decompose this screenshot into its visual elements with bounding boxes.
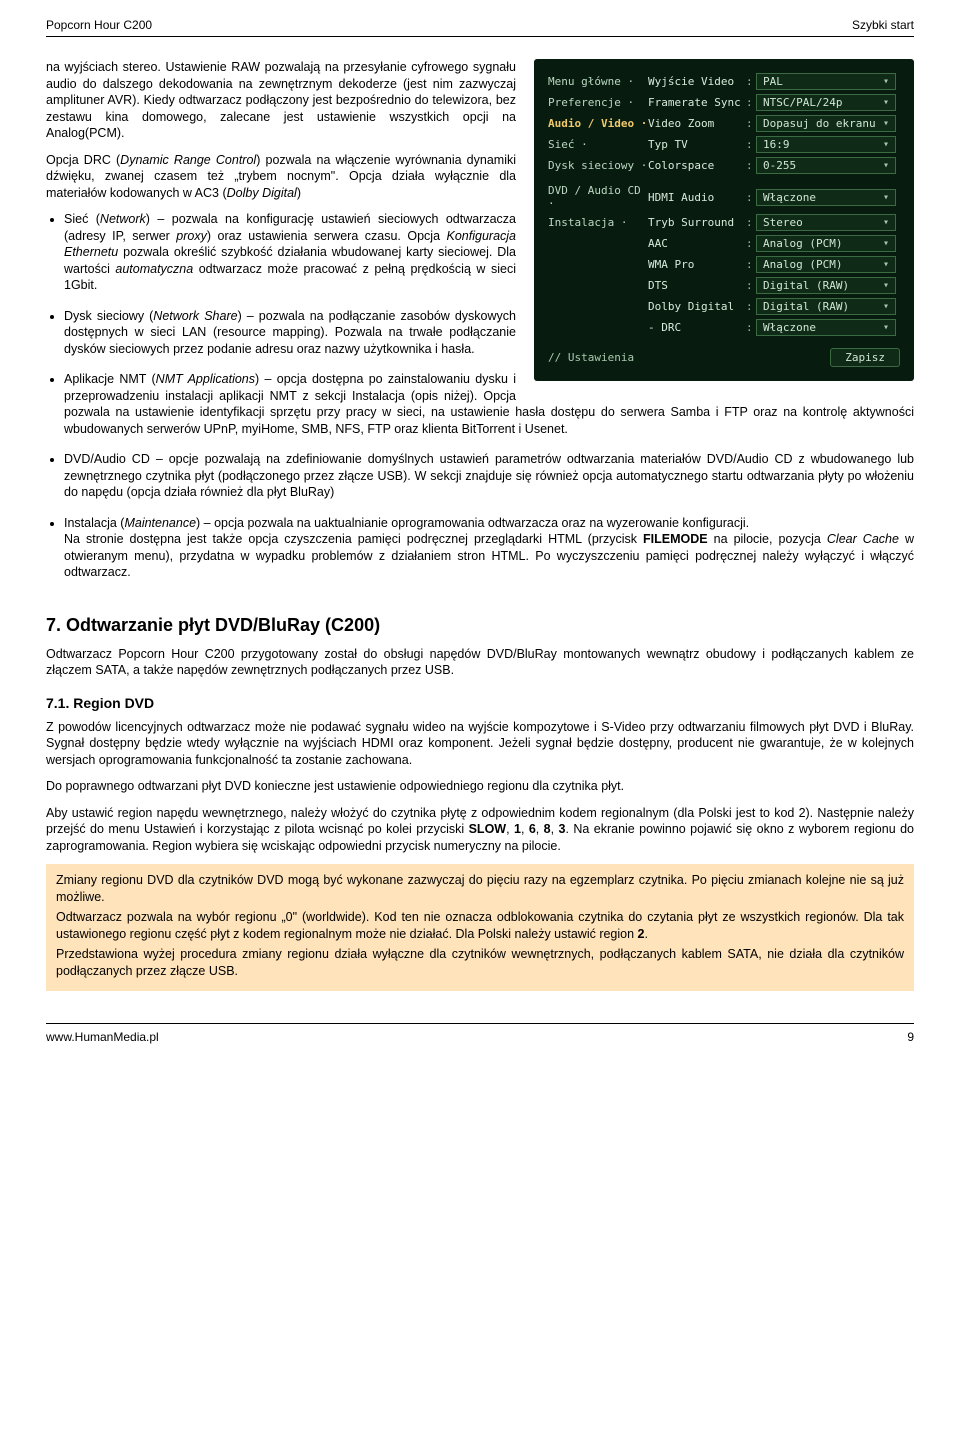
section-7-title: 7. Odtwarzanie płyt DVD/BluRay (C200) (46, 615, 914, 636)
ui-row: Audio / Video ·Video Zoom:Dopasuj do ekr… (548, 113, 900, 134)
ui-row: WMA Pro:Analog (PCM)▾ (548, 254, 900, 275)
chevron-down-icon: ▾ (883, 76, 889, 87)
ui-setting-name: Framerate Sync (648, 96, 746, 109)
ui-setting-value[interactable]: PAL▾ (756, 73, 896, 90)
ui-row: AAC:Analog (PCM)▾ (548, 233, 900, 254)
ui-menu-item[interactable]: Audio / Video · (548, 117, 648, 130)
ui-setting-value[interactable]: 16:9▾ (756, 136, 896, 153)
ui-menu-item[interactable]: Dysk sieciowy · (548, 159, 648, 172)
bullet-maintenance: Instalacja (Maintenance) – opcja pozwala… (64, 515, 914, 581)
ui-row: - DRC:Włączone▾ (548, 317, 900, 338)
ui-setting-value[interactable]: Włączone▾ (756, 319, 896, 336)
ui-menu-item[interactable]: DVD / Audio CD · (548, 184, 648, 210)
chevron-down-icon: ▾ (883, 301, 889, 312)
section-7-p1: Odtwarzacz Popcorn Hour C200 przygotowan… (46, 646, 914, 679)
chevron-down-icon: ▾ (883, 118, 889, 129)
chevron-down-icon: ▾ (883, 97, 889, 108)
warning-box: Zmiany regionu DVD dla czytników DVD mog… (46, 864, 914, 991)
ui-menu-item[interactable]: Instalacja · (548, 216, 648, 229)
ui-mock-panel: Menu główne ·Wyjście Video:PAL▾Preferenc… (534, 59, 914, 381)
chevron-down-icon: ▾ (883, 322, 889, 333)
ui-setting-value[interactable]: Włączone▾ (756, 189, 896, 206)
ui-row: DTS:Digital (RAW)▾ (548, 275, 900, 296)
ui-menu-item[interactable]: Menu główne · (548, 75, 648, 88)
note-1: Zmiany regionu DVD dla czytników DVD mog… (56, 872, 904, 905)
ui-setting-name: Tryb Surround (648, 216, 746, 229)
chevron-down-icon: ▾ (883, 160, 889, 171)
ui-row: DVD / Audio CD ·HDMI Audio:Włączone▾ (548, 182, 900, 212)
ui-setting-value[interactable]: 0-255▾ (756, 157, 896, 174)
ui-setting-name: Colorspace (648, 159, 746, 172)
ui-menu-item[interactable]: Sieć · (548, 138, 648, 151)
ui-setting-name: - DRC (648, 321, 746, 334)
ui-row: Preferencje ·Framerate Sync:NTSC/PAL/24p… (548, 92, 900, 113)
ui-row: Dysk sieciowy ·Colorspace:0-255▾ (548, 155, 900, 176)
section-7-1-p3: Aby ustawić region napędu wewnętrznego, … (46, 805, 914, 855)
ui-setting-name: Typ TV (648, 138, 746, 151)
ui-row: Sieć ·Typ TV:16:9▾ (548, 134, 900, 155)
chevron-down-icon: ▾ (883, 238, 889, 249)
note-3: Przedstawiona wyżej procedura zmiany reg… (56, 946, 904, 979)
ui-setting-value[interactable]: NTSC/PAL/24p▾ (756, 94, 896, 111)
section-7-1-title: 7.1. Region DVD (46, 695, 914, 711)
page-header: Popcorn Hour C200 Szybki start (46, 18, 914, 32)
ui-save-button[interactable]: Zapisz (830, 348, 900, 367)
ui-row: Menu główne ·Wyjście Video:PAL▾ (548, 71, 900, 92)
footer-left: www.HumanMedia.pl (46, 1030, 159, 1044)
ui-settings-label: // Ustawienia (548, 351, 634, 364)
ui-setting-value[interactable]: Analog (PCM)▾ (756, 235, 896, 252)
ui-setting-name: Video Zoom (648, 117, 746, 130)
section-7-1-p2: Do poprawnego odtwarzani płyt DVD koniec… (46, 778, 914, 795)
note-2: Odtwarzacz pozwala na wybór regionu „0" … (56, 909, 904, 942)
page-footer: www.HumanMedia.pl 9 (46, 1030, 914, 1044)
bullet-dvd-audio: DVD/Audio CD – opcje pozwalają na zdefin… (64, 451, 914, 501)
chevron-down-icon: ▾ (883, 280, 889, 291)
header-left: Popcorn Hour C200 (46, 18, 152, 32)
chevron-down-icon: ▾ (883, 192, 889, 203)
ui-setting-name: Dolby Digital (648, 300, 746, 313)
header-right: Szybki start (852, 18, 914, 32)
ui-setting-value[interactable]: Stereo▾ (756, 214, 896, 231)
ui-setting-value[interactable]: Digital (RAW)▾ (756, 298, 896, 315)
section-7-1-p1: Z powodów licencyjnych odtwarzacz może n… (46, 719, 914, 769)
ui-setting-value[interactable]: Analog (PCM)▾ (756, 256, 896, 273)
ui-setting-name: DTS (648, 279, 746, 292)
ui-setting-name: WMA Pro (648, 258, 746, 271)
ui-row: Instalacja ·Tryb Surround:Stereo▾ (548, 212, 900, 233)
ui-setting-name: HDMI Audio (648, 191, 746, 204)
footer-right: 9 (907, 1030, 914, 1044)
chevron-down-icon: ▾ (883, 139, 889, 150)
settings-screenshot: Menu główne ·Wyjście Video:PAL▾Preferenc… (534, 59, 914, 381)
footer-rule (46, 1023, 914, 1024)
chevron-down-icon: ▾ (883, 259, 889, 270)
ui-setting-name: Wyjście Video (648, 75, 746, 88)
ui-setting-value[interactable]: Digital (RAW)▾ (756, 277, 896, 294)
ui-row: Dolby Digital:Digital (RAW)▾ (548, 296, 900, 317)
header-rule (46, 36, 914, 37)
chevron-down-icon: ▾ (883, 217, 889, 228)
ui-menu-item[interactable]: Preferencje · (548, 96, 648, 109)
ui-setting-value[interactable]: Dopasuj do ekranu▾ (756, 115, 896, 132)
ui-setting-name: AAC (648, 237, 746, 250)
